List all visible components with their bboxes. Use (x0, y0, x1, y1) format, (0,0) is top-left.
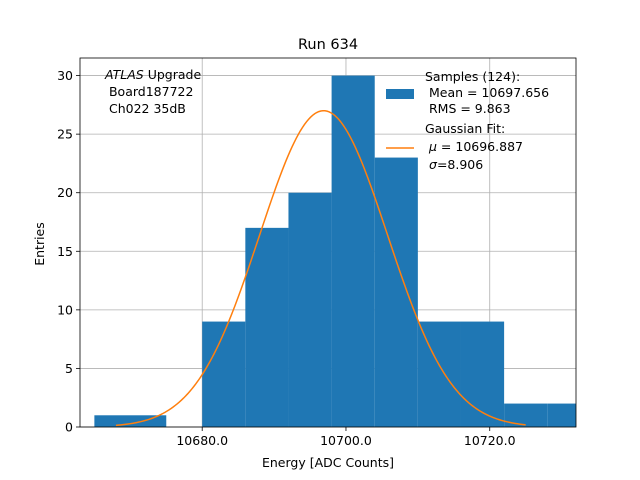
y-tick-label-2: 10 (57, 302, 73, 317)
legend-fit-sigma: σ=8.906 (429, 157, 483, 172)
histogram-bar-3 (288, 192, 332, 427)
y-axis-label: Entries (32, 222, 47, 266)
annotation-atlas: ATLAS (104, 67, 144, 82)
annotation-board: Board187722 (105, 84, 193, 99)
x-tick-label-2: 10720.0 (464, 433, 516, 448)
histogram-bar-0 (94, 415, 167, 427)
y-tick-label-4: 20 (57, 185, 73, 200)
annotation-upgrade: Upgrade (144, 67, 202, 82)
gaussian-fit-curve (115, 109, 526, 427)
x-axis-label: Energy [ADC Counts] (262, 455, 394, 470)
histogram-bars (94, 75, 576, 428)
y-tick-label-6: 30 (57, 68, 73, 83)
y-tick-label-0: 0 (65, 420, 73, 435)
x-tick-label-1: 10700.0 (320, 433, 372, 448)
y-tick-label-3: 15 (57, 244, 73, 259)
legend-fit-mu: μ = 10696.887 (428, 139, 523, 154)
x-tick-label-0: 10680.0 (176, 433, 228, 448)
histogram-bar-7 (460, 321, 505, 427)
histogram-bar-4 (331, 75, 375, 428)
annotation-channel: Ch022 35dB (105, 101, 186, 116)
legend-sigma-value: =8.906 (437, 157, 483, 172)
histogram-bar-8 (504, 403, 548, 427)
legend-mu-value: = 10696.887 (437, 139, 523, 154)
annotation-line1: ATLAS Upgrade (104, 67, 201, 82)
atlas-annotation: ATLAS Upgrade Board187722 Ch022 35dB (104, 67, 201, 116)
legend-samples-rms: RMS = 9.863 (425, 101, 511, 116)
legend-mu-symbol: μ (428, 139, 437, 154)
y-tick-label-5: 25 (57, 127, 73, 142)
chart-title: Run 634 (298, 37, 358, 53)
histogram-bar-6 (417, 321, 461, 427)
y-tick-label-1: 5 (65, 361, 73, 376)
histogram-bar-9 (547, 403, 576, 427)
histogram-bar-5 (374, 157, 418, 428)
legend-sigma-symbol: σ (429, 157, 438, 172)
legend-samples-swatch (386, 89, 414, 99)
histogram-bar-2 (245, 227, 289, 427)
y-axis-ticks: 0 5 10 15 20 25 30 (57, 68, 80, 435)
legend: Samples (124): Mean = 10697.656 RMS = 9.… (386, 69, 549, 172)
legend-samples-mean: Mean = 10697.656 (425, 85, 549, 100)
axes-frame (79, 57, 577, 428)
legend-samples-title: Samples (124): (425, 69, 520, 84)
legend-fit-title: Gaussian Fit: (425, 121, 505, 136)
x-axis-ticks: 10680.0 10700.0 10720.0 (176, 427, 516, 448)
histogram-bar-1 (202, 321, 246, 427)
